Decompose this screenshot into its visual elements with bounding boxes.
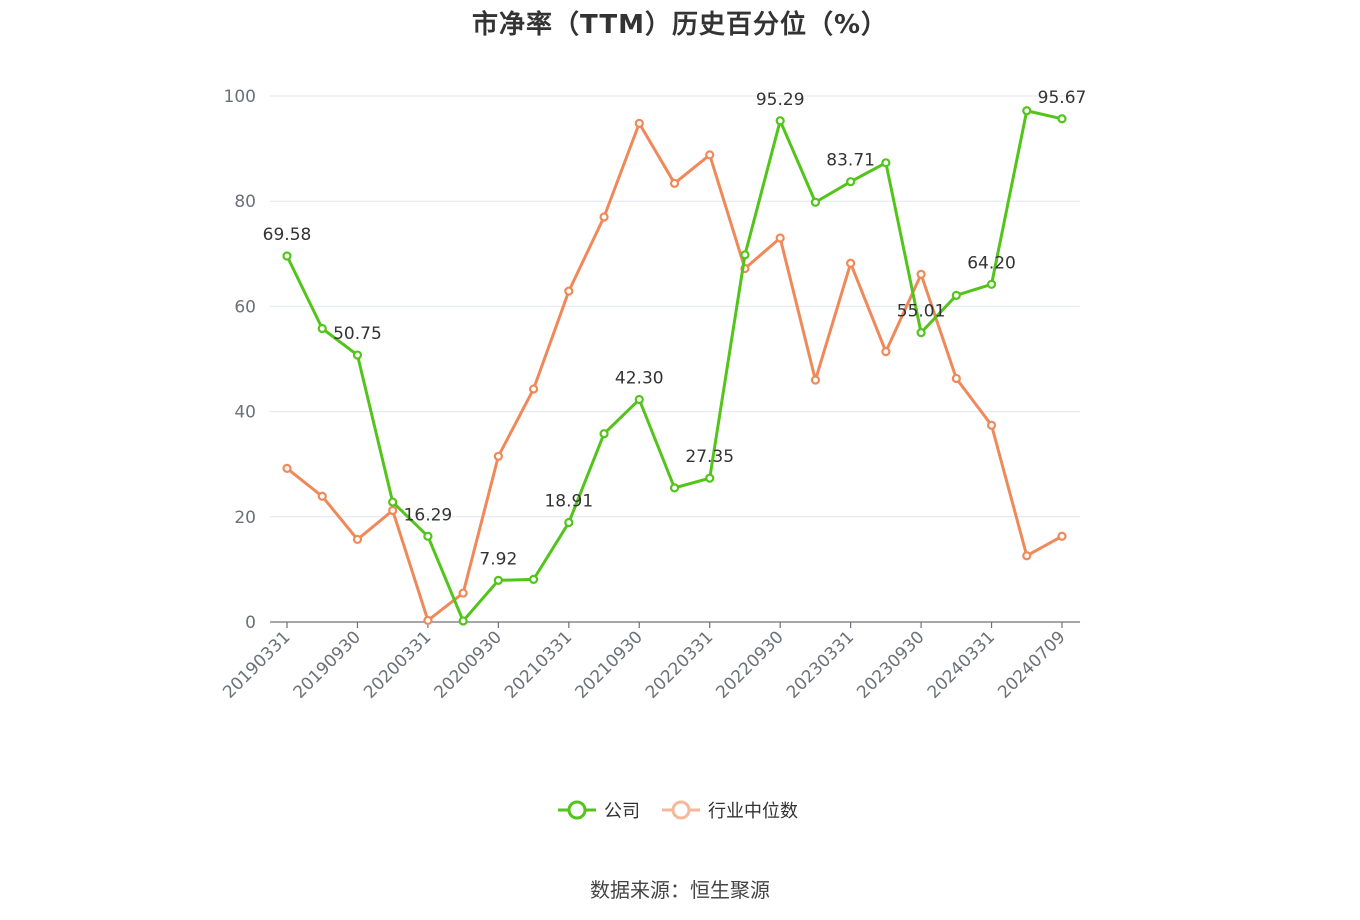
data-label: 42.30: [615, 369, 664, 389]
data-point: [599, 429, 609, 439]
data-point: [669, 483, 680, 493]
data-label: 83.71: [826, 151, 875, 171]
data-point: [669, 178, 680, 188]
data-label: 64.20: [967, 253, 1016, 273]
data-point: [493, 575, 503, 585]
data-point: [951, 290, 961, 300]
chart-title: 市净率（TTM）历史百分位（%）: [472, 10, 888, 40]
data-point: [458, 616, 468, 626]
y-tick-label: 60: [234, 297, 256, 317]
data-label: 95.67: [1038, 88, 1087, 108]
data-source: 数据来源：恒生聚源: [590, 878, 770, 902]
data-point: [352, 534, 363, 545]
data-label: 16.29: [404, 505, 453, 525]
x-tick-label: 20240331: [924, 627, 999, 702]
data-point: [705, 150, 715, 160]
data-label: 7.92: [479, 549, 517, 569]
x-tick-label: 20220331: [642, 627, 717, 702]
x-tick-label: 20210930: [571, 627, 646, 702]
data-point: [705, 473, 715, 483]
series-line-industry: [286, 121, 1063, 622]
y-tick-label: 0: [245, 613, 256, 633]
data-point: [317, 491, 327, 501]
data-point: [810, 375, 821, 385]
data-label: 55.01: [897, 302, 946, 322]
data-point: [317, 323, 327, 334]
legend-label: 公司: [604, 801, 640, 822]
legend-item-industry: 行业中位数: [662, 800, 798, 822]
data-point: [634, 394, 644, 405]
data-point: [388, 497, 398, 507]
data-point: [1022, 106, 1032, 116]
data-point: [1057, 114, 1067, 124]
x-tick-label: 20230930: [853, 627, 928, 702]
data-point: [528, 384, 539, 394]
data-point: [1022, 551, 1032, 561]
y-tick-label: 20: [234, 508, 256, 528]
data-point: [388, 505, 398, 516]
data-point: [951, 373, 961, 384]
legend-marker: [671, 800, 691, 820]
data-point: [846, 258, 856, 268]
x-tick-label: 20240709: [994, 627, 1069, 702]
data-point: [564, 286, 574, 296]
legend-item-company: 公司: [558, 800, 640, 822]
data-label: 27.35: [685, 447, 734, 467]
y-axis: 0 20 40 60 80 100: [224, 87, 256, 633]
x-tick-label: 20190930: [290, 627, 365, 702]
y-tick-label: 80: [234, 192, 256, 212]
data-point: [986, 279, 997, 289]
data-point: [352, 350, 363, 360]
data-point: [423, 531, 433, 541]
x-tick-label: 20220930: [712, 627, 787, 702]
data-point: [282, 251, 292, 261]
data-point: [528, 574, 539, 584]
data-point: [564, 517, 574, 528]
x-tick-label: 20230331: [783, 627, 858, 702]
legend-marker: [567, 800, 587, 820]
data-label: 50.75: [333, 324, 382, 344]
data-point: [1057, 531, 1067, 541]
data-point: [810, 197, 821, 207]
data-point: [846, 177, 856, 187]
data-point: [458, 588, 468, 598]
data-label: 18.91: [544, 492, 593, 512]
data-point: [916, 328, 926, 338]
data-point: [423, 615, 433, 626]
data-label: 95.29: [756, 90, 805, 110]
series-layer: [282, 106, 1067, 626]
y-tick-label: 100: [224, 87, 256, 107]
x-tick-label: 20190331: [219, 627, 294, 702]
x-tick-label: 20200331: [360, 627, 435, 702]
data-point: [775, 233, 785, 243]
data-label: 69.58: [263, 225, 312, 245]
data-point: [493, 451, 503, 461]
legend-label: 行业中位数: [708, 801, 798, 822]
data-point: [740, 250, 750, 260]
data-point: [599, 212, 609, 222]
data-point: [881, 158, 891, 168]
x-tick-label: 20210331: [501, 627, 576, 702]
data-point: [916, 269, 926, 279]
x-axis: 2019033120190930202003312020093020210331…: [219, 621, 1080, 703]
data-point: [881, 347, 891, 357]
data-point: [986, 420, 997, 430]
data-labels: 69.58 50.75 16.29 7.92 18.91 42.30 27.35 95.29 8…: [263, 88, 1087, 570]
grid-lines: [270, 95, 1080, 518]
data-point: [634, 118, 644, 128]
y-tick-label: 40: [234, 403, 256, 423]
data-point: [775, 116, 785, 126]
x-tick-label: 20200930: [431, 627, 506, 702]
data-point: [282, 463, 292, 474]
legend: 公司 行业中位数: [558, 800, 798, 822]
